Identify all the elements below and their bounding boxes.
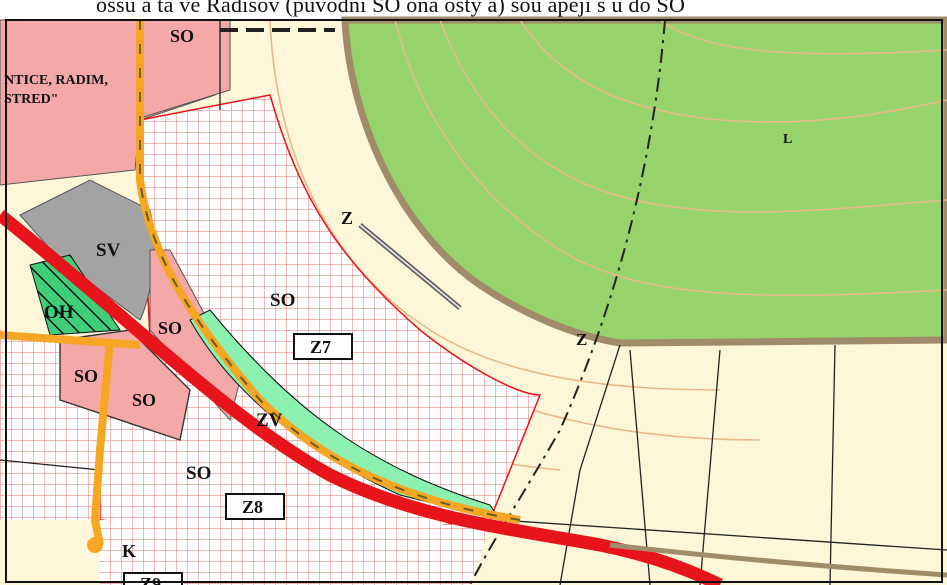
label-so-left1: SO: [74, 366, 98, 386]
label-so-mid: SO: [158, 318, 182, 338]
residential-area-lower-left: [59, 329, 191, 441]
zone-box-z7[interactable]: Z7: [293, 333, 353, 360]
greenway-strip: [189, 309, 502, 521]
main-road: [0, 209, 723, 585]
administrative-boundary: [469, 19, 666, 585]
label-zv: ZV: [256, 410, 283, 431]
label-place-line2: STRED": [4, 92, 58, 107]
secondary-road: [609, 542, 947, 578]
caption-text: ossu a ta ve Radisov (puvodni SO ona ost…: [96, 0, 686, 17]
label-k: K: [122, 541, 136, 561]
label-z: Z: [341, 208, 353, 228]
label-so-low: SO: [186, 463, 211, 484]
local-roads-dash: [139, 20, 521, 521]
junction-marker: [87, 537, 103, 553]
label-so-left2: SO: [132, 390, 156, 410]
label-oh: OH: [44, 302, 74, 323]
label-so-top: SO: [170, 26, 194, 46]
label-l: L: [783, 132, 792, 147]
zone-label-z7: Z7: [310, 337, 331, 357]
label-place-line1: NTICE, RADIM,: [4, 73, 108, 88]
zone-label-z9: Z9: [140, 574, 161, 585]
zone-box-z9[interactable]: Z9: [123, 572, 183, 585]
ridge-line-inner: [359, 224, 461, 309]
residential-area-middle: [149, 249, 241, 422]
label-sv: SV: [96, 240, 121, 261]
map-frame: [5, 19, 943, 583]
parcel-lines: [0, 20, 947, 585]
forest-area: [341, 16, 947, 347]
zone-box-z8[interactable]: Z8: [225, 493, 285, 520]
label-so-main: SO: [270, 290, 295, 311]
label-z-edge: Z: [576, 330, 587, 349]
zone-label-z8: Z8: [242, 497, 263, 517]
planned-residential-grid: [99, 94, 542, 541]
planned-residential-grid-bottom: [100, 520, 490, 585]
